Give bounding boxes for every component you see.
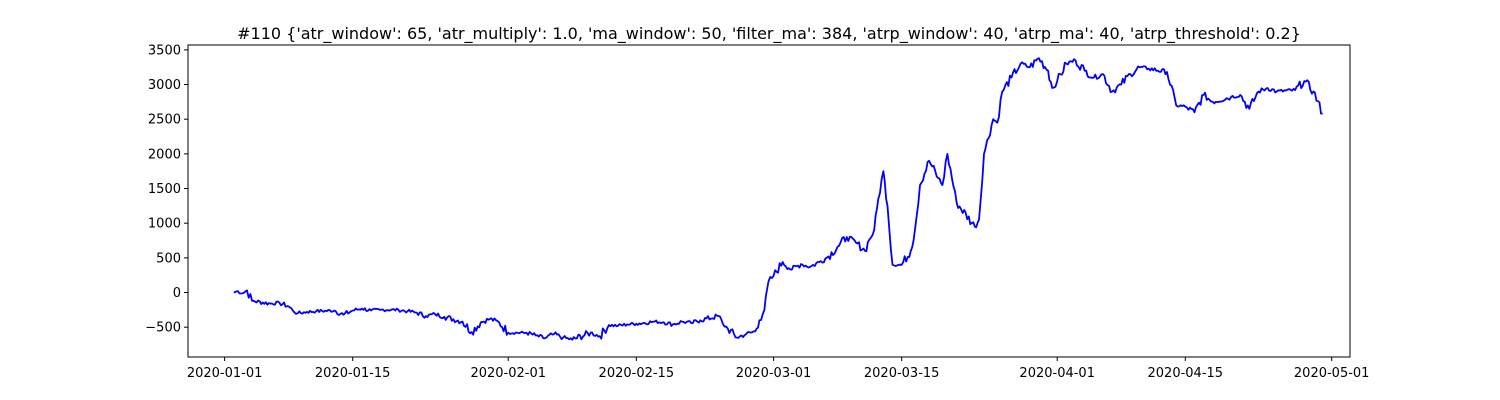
y-axis: −500 0 500 1000 1500 2000 2500 3000 3500 (145, 43, 188, 336)
y-tick-label: 3000 (148, 78, 181, 93)
y-tick-label: 2000 (148, 147, 181, 162)
x-tick-label: 2020-04-15 (1148, 366, 1224, 381)
y-tick-label: 2500 (148, 113, 181, 128)
y-tick-label: 0 (173, 286, 181, 301)
x-tick-label: 2020-03-01 (736, 366, 812, 381)
x-tick-label: 2020-03-15 (864, 366, 940, 381)
y-tick-label: −500 (145, 321, 181, 336)
x-tick-label: 2020-02-01 (470, 366, 546, 381)
plot-frame (187, 44, 1351, 358)
x-axis: 2020-01-01 2020-01-15 2020-02-01 2020-02-15… (187, 357, 1370, 381)
y-tick-label: 1500 (148, 182, 181, 197)
x-tick-label: 2020-01-15 (315, 366, 391, 381)
series-line (233, 57, 1323, 341)
x-tick-label: 2020-04-01 (1019, 366, 1095, 381)
chart-title: #110 {'atr_window': 65, 'atr_multiply': … (237, 24, 1301, 44)
x-tick-label: 2020-02-15 (599, 366, 675, 381)
x-tick-label: 2020-01-01 (187, 366, 263, 381)
y-tick-label: 1000 (148, 217, 181, 232)
y-tick-label: 500 (156, 251, 181, 266)
y-tick-label: 3500 (148, 43, 181, 58)
x-tick-label: 2020-05-01 (1294, 366, 1370, 381)
